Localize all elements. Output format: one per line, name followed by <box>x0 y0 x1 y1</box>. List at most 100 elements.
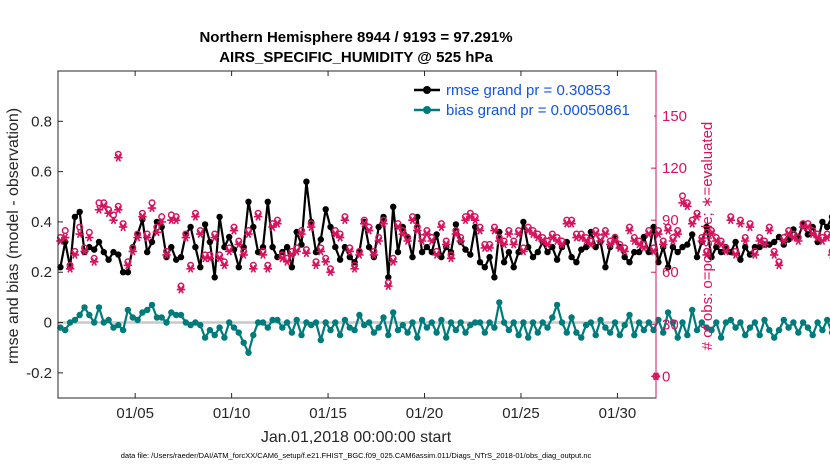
y-tick-label: -0.2 <box>26 365 52 382</box>
evaluated-marker <box>461 216 470 225</box>
evaluated-marker <box>205 254 215 263</box>
evaluated-marker <box>490 226 499 235</box>
bias-point <box>134 316 141 324</box>
evaluated-marker <box>644 230 653 239</box>
bias-point <box>341 316 349 324</box>
rmse-point <box>298 241 305 248</box>
rmse-point <box>264 198 271 205</box>
bias-point <box>356 311 363 319</box>
evaluated-marker <box>215 254 224 263</box>
bias-point <box>443 334 450 341</box>
evaluated-marker <box>514 230 523 239</box>
evaluated-marker <box>225 247 234 256</box>
y-tick-label: 0.2 <box>31 264 52 281</box>
bias-point <box>795 329 802 336</box>
bias-point <box>766 326 773 334</box>
rmse-point <box>467 251 474 258</box>
rmse-point <box>544 248 551 256</box>
bias-point <box>732 324 739 331</box>
rmse-point <box>322 206 329 213</box>
evaluated-marker <box>495 236 504 246</box>
rmse-point <box>423 243 431 251</box>
rmse-point <box>819 218 826 226</box>
bias-point <box>168 309 175 316</box>
bias-point <box>674 334 681 341</box>
bias-point <box>100 319 108 326</box>
evaluated-marker <box>75 230 84 239</box>
evaluated-marker <box>779 236 788 246</box>
evaluated-marker <box>543 240 552 249</box>
rmse-point <box>418 248 426 256</box>
rmse-point <box>655 259 662 266</box>
evaluated-marker <box>659 240 668 249</box>
bias-point <box>645 319 652 326</box>
bias-point <box>351 326 358 334</box>
bias-point <box>491 324 498 331</box>
bias-point <box>713 319 720 326</box>
bias-point <box>626 311 633 319</box>
rmse-point <box>534 248 541 256</box>
evaluated-marker <box>331 230 340 239</box>
bias-point <box>380 314 387 321</box>
bias-point <box>115 321 122 329</box>
x-tick-label: 01/10 <box>213 405 251 422</box>
bias-point <box>525 334 532 341</box>
bias-point <box>669 319 677 326</box>
evaluated-marker <box>321 257 330 266</box>
rmse-point <box>375 223 382 231</box>
bias-point <box>602 324 609 331</box>
y-tick-label: 0 <box>44 315 52 332</box>
evaluated-marker <box>85 233 94 242</box>
bias-point <box>409 319 416 326</box>
bias-point <box>568 314 575 321</box>
evaluated-marker <box>524 226 533 235</box>
rmse-point <box>766 241 773 248</box>
possible-marker <box>828 248 830 255</box>
evaluated-marker <box>485 243 494 252</box>
bias-point <box>327 326 334 334</box>
evaluated-marker <box>716 240 726 249</box>
bias-point <box>163 319 170 326</box>
rmse-point <box>197 264 204 271</box>
evaluated-marker <box>673 230 682 239</box>
rmse-point <box>582 243 590 251</box>
bias-point <box>399 321 406 329</box>
rmse-point <box>529 253 537 261</box>
evaluated-marker <box>152 228 162 237</box>
evaluated-marker <box>480 243 489 252</box>
bias-point <box>259 319 267 326</box>
evaluated-marker <box>181 233 190 242</box>
evaluated-marker <box>654 230 663 239</box>
bias-point <box>631 331 638 339</box>
bias-point <box>799 319 807 326</box>
bias-point <box>66 319 74 326</box>
rmse-point <box>346 253 353 261</box>
evaluated-marker <box>731 250 740 259</box>
bias-point <box>462 329 469 336</box>
bias-point <box>496 299 503 306</box>
rmse-point <box>312 248 320 256</box>
evaluated-marker <box>721 247 731 256</box>
rmse-point <box>626 259 633 266</box>
rmse-point <box>664 264 672 271</box>
rmse-point <box>650 223 657 231</box>
bias-point <box>336 331 344 339</box>
bias-point <box>110 324 117 331</box>
bias-point <box>283 319 291 326</box>
evaluated-marker <box>499 240 509 249</box>
rmse-point <box>689 231 696 238</box>
legend-rmse-marker <box>423 86 431 94</box>
evaluated-marker <box>663 226 673 235</box>
bias-point <box>717 334 725 341</box>
bias-point <box>177 311 185 319</box>
bias-point <box>500 319 508 326</box>
evaluated-marker <box>268 223 277 232</box>
rmse-point <box>139 216 146 223</box>
bias-point <box>375 324 382 331</box>
bias-point <box>693 326 701 334</box>
evaluated-marker <box>364 226 374 235</box>
evaluated-marker <box>104 209 113 218</box>
bias-point <box>761 316 768 324</box>
rmse-point <box>332 243 339 251</box>
